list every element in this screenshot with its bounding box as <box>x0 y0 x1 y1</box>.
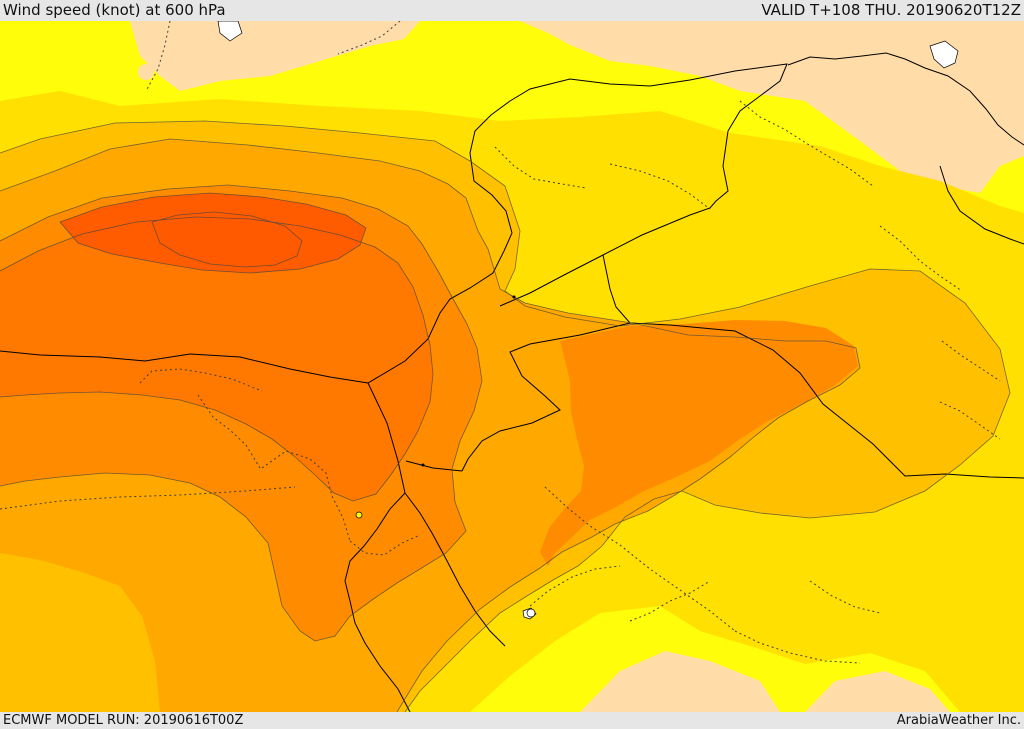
low-speed-area-north <box>520 21 1024 193</box>
low-speed-area-far-south <box>805 671 950 712</box>
map-canvas <box>0 21 1024 712</box>
valid-time: VALID T+108 THU. 20190620T12Z <box>761 1 1021 19</box>
water-body-northeast <box>929 40 959 69</box>
small-map-features <box>138 64 536 618</box>
low-speed-area-northwest <box>130 21 420 91</box>
wind-speed-map <box>0 21 1024 712</box>
wind-contours <box>0 120 1011 712</box>
administrative-boundaries <box>0 21 1001 664</box>
wind-core-maximum <box>152 212 302 267</box>
wind-band-extension-east <box>540 320 858 566</box>
coastlines-and-borders <box>0 52 1024 712</box>
low-speed-area-southeast <box>580 651 780 712</box>
model-run: ECMWF MODEL RUN: 20190616T00Z <box>3 713 244 728</box>
map-header: Wind speed (knot) at 600 hPa VALID T+108… <box>0 0 1024 21</box>
wind-band-high <box>0 217 433 501</box>
credit-text: ArabiaWeather Inc. <box>896 713 1021 728</box>
map-footer: ECMWF MODEL RUN: 20190616T00Z ArabiaWeat… <box>0 712 1024 729</box>
map-title: Wind speed (knot) at 600 hPa <box>3 1 226 19</box>
water-body-northwest <box>217 21 243 42</box>
